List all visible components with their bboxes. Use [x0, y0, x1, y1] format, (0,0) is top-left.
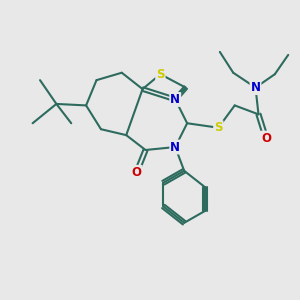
Text: N: N — [170, 93, 180, 106]
Text: O: O — [132, 166, 142, 179]
Text: S: S — [214, 121, 223, 134]
Text: O: O — [261, 132, 271, 145]
Text: N: N — [170, 140, 180, 154]
Text: N: N — [250, 81, 260, 94]
Text: S: S — [156, 68, 165, 81]
